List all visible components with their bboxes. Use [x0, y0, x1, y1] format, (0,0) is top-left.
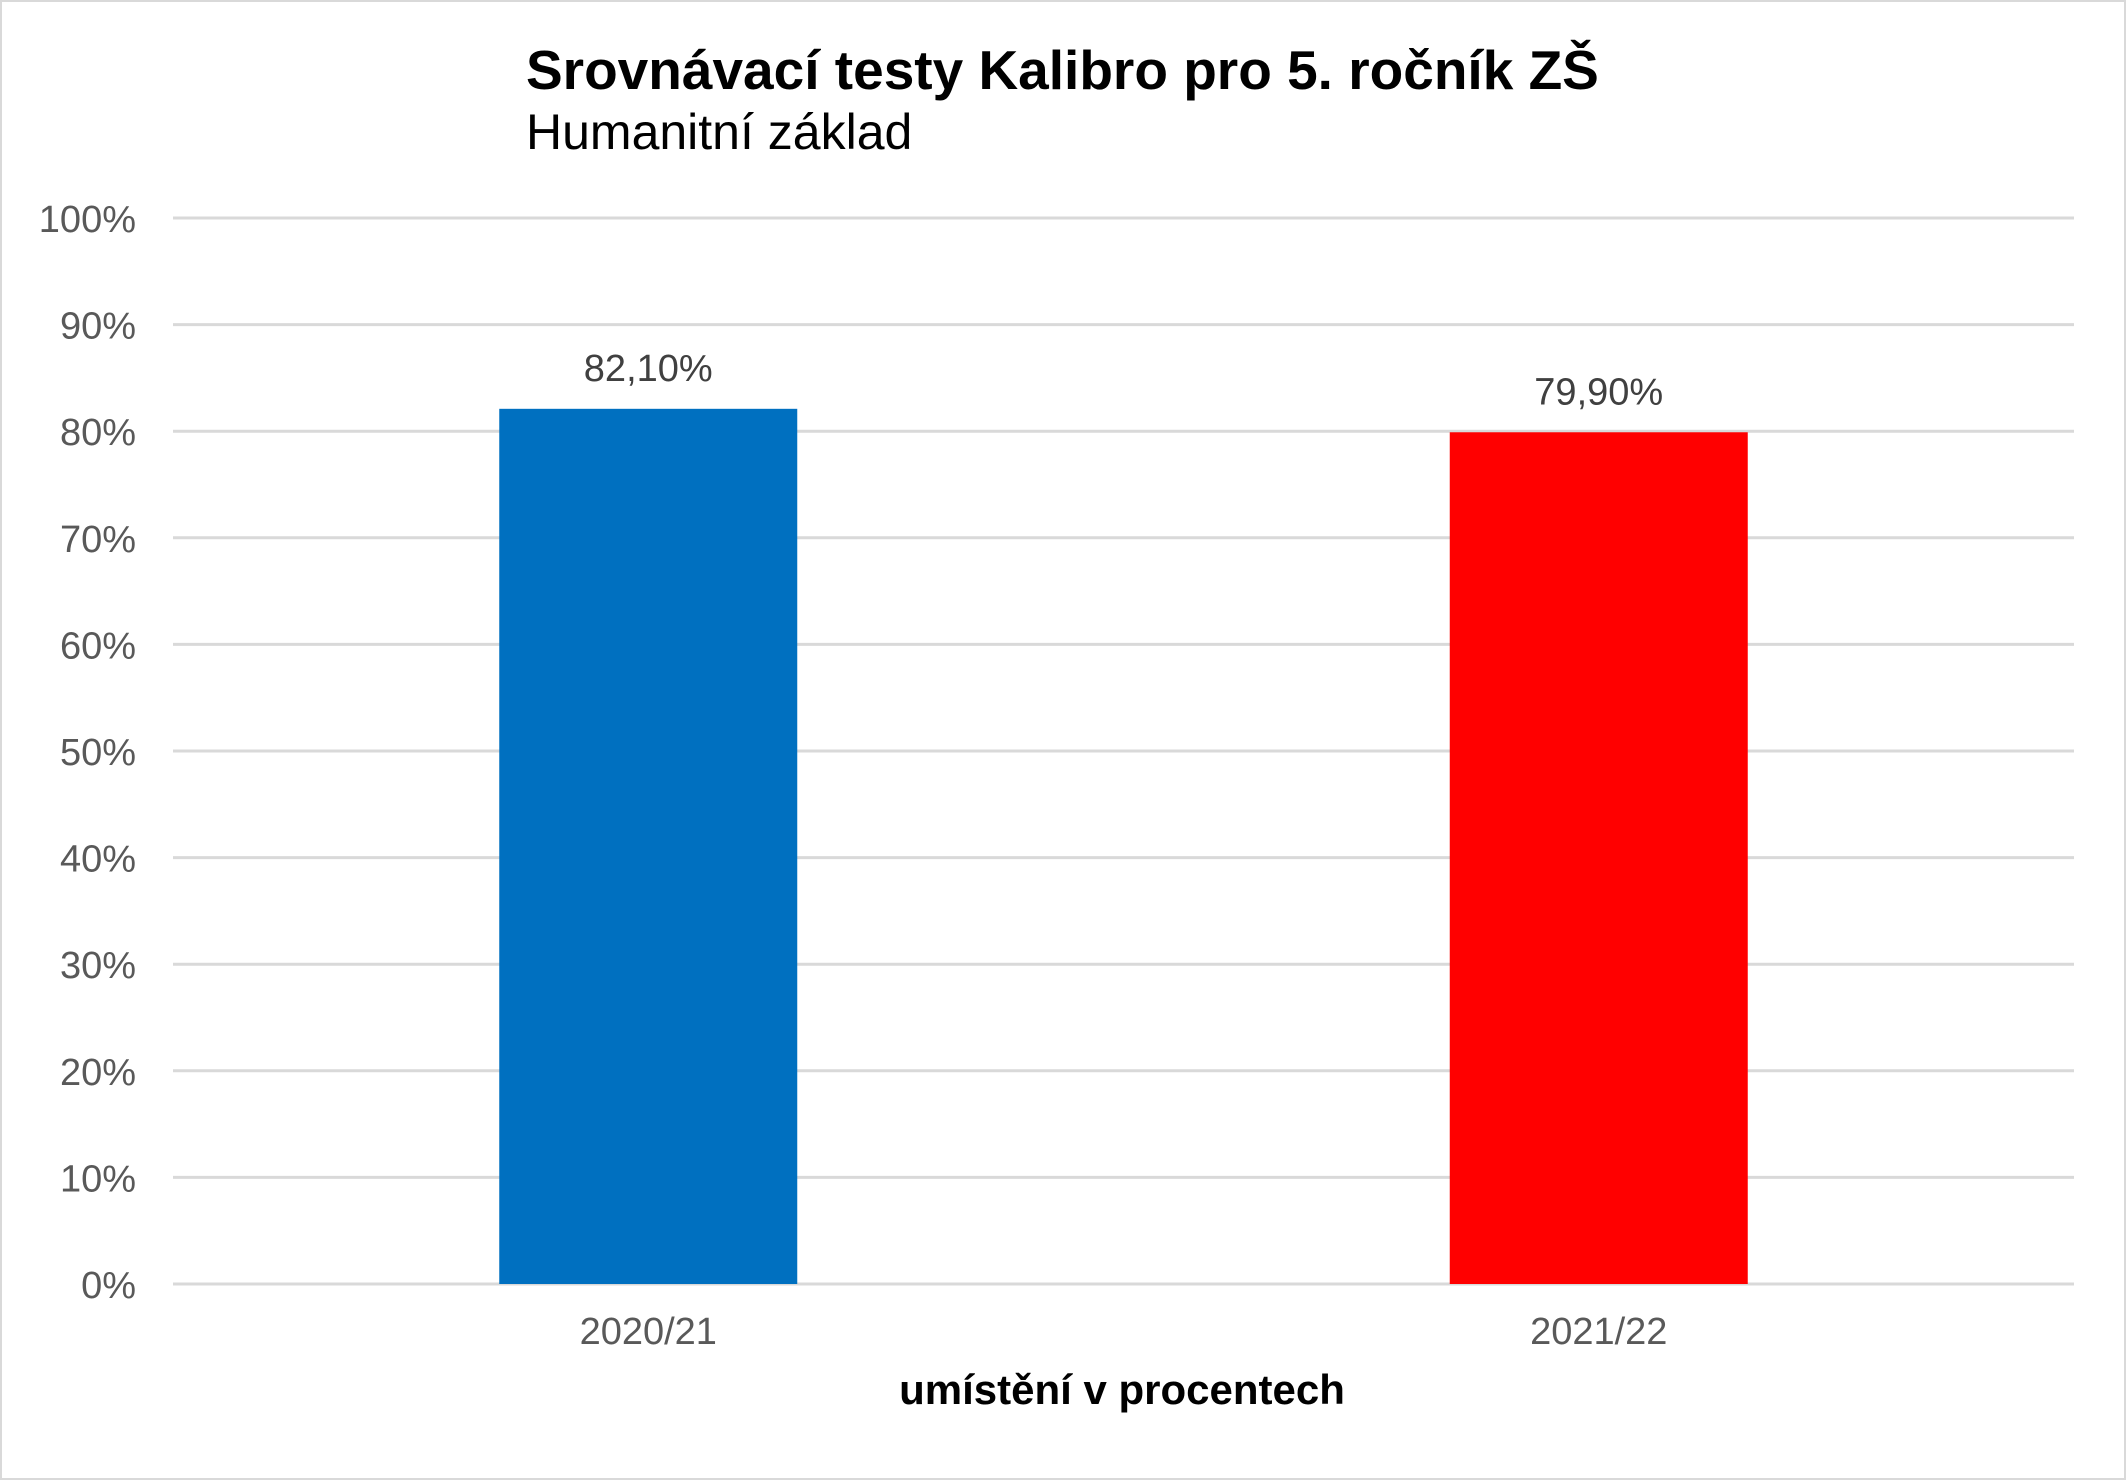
y-tick-label: 40% [60, 839, 136, 881]
y-tick-label: 50% [60, 732, 136, 774]
data-label: 82,10% [584, 348, 713, 390]
gridlines [173, 216, 2074, 1286]
y-tick-label: 90% [60, 306, 136, 348]
x-axis-title: umístění v procentech [899, 1366, 1345, 1413]
y-tick-label: 30% [60, 945, 136, 987]
x-tick-label: 2021/22 [1530, 1311, 1667, 1353]
chart-title: Srovnávací testy Kalibro pro 5. ročník Z… [526, 39, 1599, 101]
chart-subtitle: Humanitní základ [526, 104, 913, 160]
x-tick-label: 2020/21 [580, 1311, 717, 1353]
bar-2020-21 [499, 408, 798, 1285]
bars [499, 408, 1748, 1285]
y-tick-label: 10% [60, 1158, 136, 1200]
y-tick-label: 20% [60, 1052, 136, 1094]
x-axis-tick-labels: 2020/21 2021/22 [580, 1311, 1668, 1353]
y-tick-label: 100% [39, 199, 136, 241]
bar-2021-22 [1449, 432, 1748, 1284]
y-axis-tick-labels: 0% 10% 20% 30% 40% 50% 60% 70% 80% 90% 100% [39, 199, 136, 1307]
data-label: 79,90% [1534, 371, 1663, 413]
data-labels: 82,10% 79,90% [584, 348, 1663, 413]
y-tick-label: 0% [81, 1265, 136, 1307]
y-tick-label: 70% [60, 519, 136, 561]
y-tick-label: 80% [60, 412, 136, 454]
y-tick-label: 60% [60, 625, 136, 667]
